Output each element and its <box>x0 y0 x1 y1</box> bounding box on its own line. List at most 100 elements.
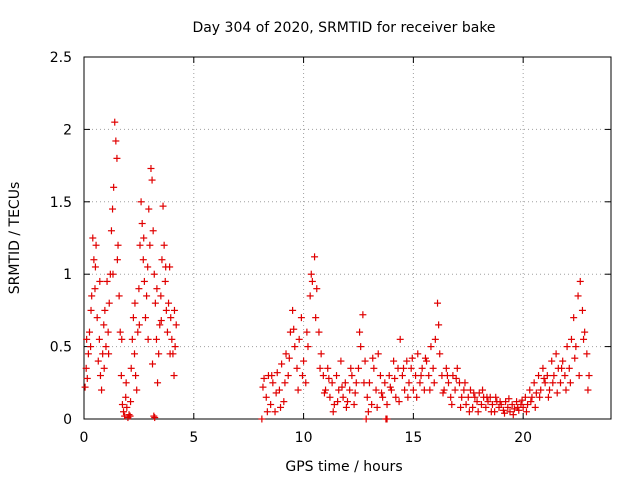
data-point <box>461 379 469 387</box>
data-point <box>85 328 93 336</box>
data-point <box>563 343 571 351</box>
data-point <box>103 277 111 285</box>
data-point <box>326 393 334 401</box>
data-point <box>354 364 362 372</box>
chart-title: Day 304 of 2020, SRMTID for receiver bak… <box>192 20 495 36</box>
data-point <box>84 350 92 358</box>
data-point <box>484 398 492 406</box>
data-point <box>576 277 584 285</box>
data-point <box>361 357 369 365</box>
data-point <box>91 263 99 271</box>
data-point <box>558 364 566 372</box>
data-point <box>280 398 288 406</box>
data-point <box>501 409 509 417</box>
data-point <box>374 350 382 358</box>
data-point <box>278 360 286 368</box>
data-point <box>474 408 482 416</box>
data-point <box>267 401 275 409</box>
data-point <box>281 379 289 387</box>
data-point <box>473 398 481 406</box>
data-point <box>297 314 305 322</box>
data-point <box>492 393 500 401</box>
data-point <box>465 408 473 416</box>
data-point <box>170 372 178 380</box>
data-point <box>83 335 91 343</box>
data-points <box>81 118 593 423</box>
x-tick-label: 5 <box>189 430 198 446</box>
data-point <box>258 415 266 423</box>
data-point <box>259 383 267 391</box>
data-point <box>161 277 169 285</box>
data-point <box>431 335 439 343</box>
data-point <box>94 357 102 365</box>
x-tick-labels: 0 5 10 15 20 <box>80 430 533 446</box>
data-point <box>152 335 160 343</box>
data-point <box>439 389 447 397</box>
data-point <box>339 393 347 401</box>
data-point <box>346 386 354 394</box>
y-tick-label: 0 <box>63 412 72 428</box>
data-point <box>536 393 544 401</box>
data-point <box>290 325 298 333</box>
data-point <box>526 386 534 394</box>
data-point <box>171 343 179 351</box>
data-point <box>118 401 126 409</box>
data-point <box>514 403 522 411</box>
data-point <box>271 408 279 416</box>
data-point <box>260 374 268 382</box>
data-point <box>398 372 406 380</box>
data-point <box>435 321 443 329</box>
data-point <box>430 379 438 387</box>
data-point <box>100 321 108 329</box>
data-point <box>114 241 122 249</box>
data-point <box>447 393 455 401</box>
data-point <box>460 386 468 394</box>
data-point <box>508 401 516 409</box>
data-point <box>570 314 578 322</box>
data-point <box>451 386 459 394</box>
data-point <box>284 372 292 380</box>
data-point <box>356 328 364 336</box>
data-point <box>132 372 140 380</box>
data-point <box>110 183 118 191</box>
data-point <box>113 154 121 162</box>
data-point <box>107 227 115 235</box>
data-point <box>418 364 426 372</box>
data-point <box>143 292 151 300</box>
data-point <box>150 270 158 278</box>
data-point <box>87 306 95 314</box>
data-point <box>262 393 270 401</box>
data-point <box>401 386 409 394</box>
data-point <box>141 314 149 322</box>
data-point <box>131 350 139 358</box>
data-point <box>391 374 399 382</box>
data-point <box>135 285 143 293</box>
data-point <box>129 314 137 322</box>
data-point <box>160 241 168 249</box>
data-point <box>291 343 299 351</box>
data-point <box>317 350 325 358</box>
data-point <box>325 374 333 382</box>
data-point <box>550 372 558 380</box>
data-point <box>583 350 591 358</box>
data-point <box>581 328 589 336</box>
data-point <box>546 386 554 394</box>
data-point <box>556 379 564 387</box>
data-point <box>364 408 372 416</box>
data-point <box>324 364 332 372</box>
data-point <box>294 386 302 394</box>
data-point <box>575 372 583 380</box>
data-point <box>370 364 378 372</box>
data-point <box>135 321 143 329</box>
data-point <box>379 393 387 401</box>
data-point <box>163 328 171 336</box>
data-point <box>399 364 407 372</box>
data-point <box>157 317 165 325</box>
data-point <box>436 350 444 358</box>
data-point <box>482 403 490 411</box>
data-point <box>360 379 368 387</box>
data-point <box>282 350 290 358</box>
data-point <box>144 335 152 343</box>
data-point <box>159 202 167 210</box>
